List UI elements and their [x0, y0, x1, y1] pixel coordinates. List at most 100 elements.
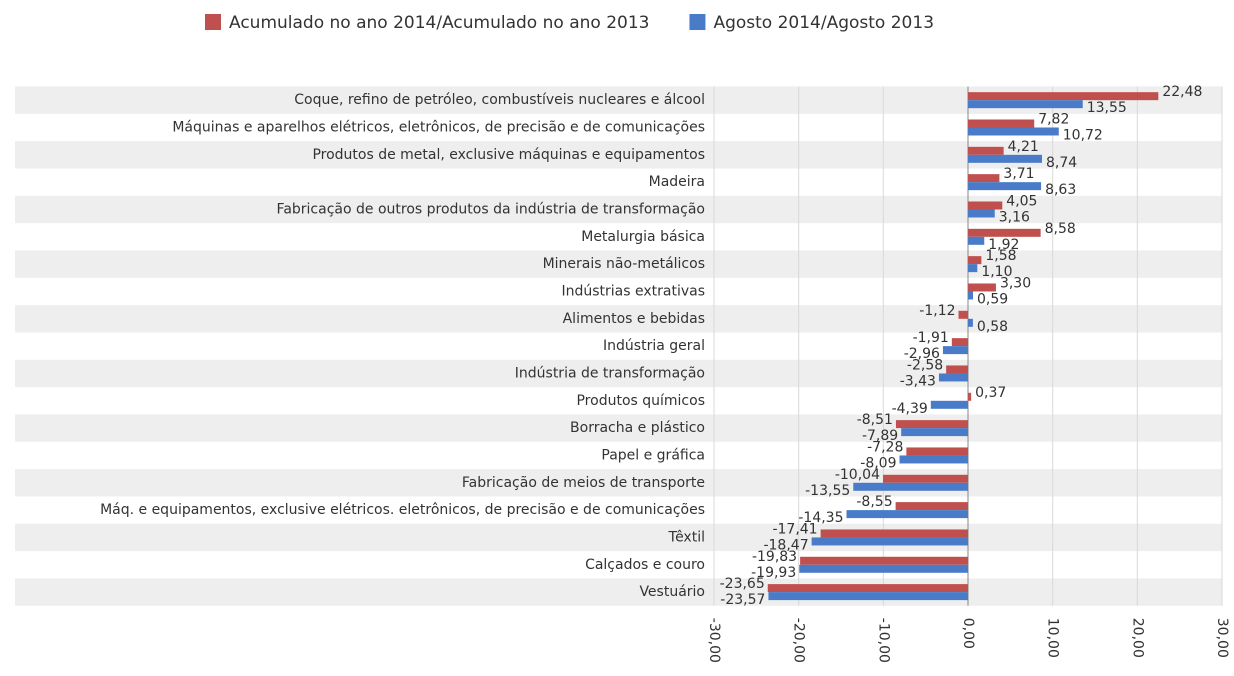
- value-label: 4,05: [1006, 193, 1037, 209]
- bar: [811, 537, 968, 546]
- legend-label: Agosto 2014/Agosto 2013: [713, 13, 934, 33]
- bar: [951, 338, 968, 347]
- row-band: [15, 359, 1222, 388]
- value-label: -1,91: [913, 330, 949, 346]
- row-band: [15, 578, 1222, 606]
- x-tick-label: -30,00: [706, 618, 722, 663]
- value-label: 10,72: [1063, 127, 1103, 143]
- value-label: 3,16: [999, 209, 1030, 225]
- value-label: -19,83: [752, 549, 797, 565]
- category-label: Máq. e equipamentos, exclusive elétricos…: [100, 502, 705, 518]
- bar: [968, 174, 1000, 183]
- category-label: Vestuário: [639, 584, 705, 600]
- value-label: 1,58: [985, 248, 1016, 264]
- value-label: 4,21: [1008, 139, 1039, 155]
- category-label: Indústria de transformação: [515, 365, 705, 381]
- category-label: Indústrias extrativas: [561, 283, 705, 299]
- value-label: -23,65: [720, 576, 765, 592]
- value-label: -8,51: [857, 412, 893, 428]
- bar: [768, 592, 968, 601]
- value-label: -23,57: [720, 592, 765, 608]
- bar: [901, 428, 968, 437]
- bar: [968, 201, 1003, 210]
- value-label: -8,55: [856, 494, 892, 510]
- value-label: 22,48: [1162, 84, 1202, 100]
- value-label: 13,55: [1087, 100, 1127, 116]
- bar: [895, 502, 968, 511]
- row-band: [15, 469, 1222, 497]
- bar: [800, 556, 968, 565]
- bar: [968, 146, 1004, 155]
- category-label: Têxtil: [667, 529, 705, 545]
- bar: [906, 447, 968, 456]
- legend-swatch: [689, 14, 706, 30]
- value-label: -4,39: [892, 401, 928, 417]
- value-label: -13,55: [805, 483, 850, 499]
- value-label: 0,59: [977, 291, 1008, 307]
- value-label: -7,89: [862, 428, 898, 444]
- bar: [968, 100, 1083, 109]
- value-label: -3,43: [900, 373, 936, 389]
- row-band: [15, 523, 1222, 552]
- value-label: 0,37: [975, 385, 1006, 401]
- category-label: Madeira: [649, 174, 705, 190]
- category-label: Metalurgia básica: [581, 229, 705, 245]
- bar: [968, 392, 972, 401]
- bar: [968, 182, 1042, 191]
- category-label: Máquinas e aparelhos elétricos, eletrôni…: [172, 119, 705, 135]
- value-label: 8,63: [1045, 182, 1076, 198]
- x-tick-label: 20,00: [1129, 618, 1145, 658]
- value-label: -14,35: [798, 510, 843, 526]
- bar: [968, 264, 978, 273]
- value-label: -19,93: [751, 565, 796, 581]
- category-label: Borracha e plástico: [570, 420, 705, 436]
- category-label: Fabricação de meios de transporte: [462, 475, 705, 491]
- bar: [938, 373, 968, 382]
- row-band: [15, 414, 1222, 442]
- value-label: -7,28: [867, 439, 903, 455]
- bar: [968, 209, 995, 218]
- bar: [899, 455, 968, 464]
- value-label: -2,58: [907, 357, 943, 373]
- value-label: -8,09: [860, 455, 896, 471]
- value-label: -18,47: [763, 537, 808, 553]
- category-label: Produtos de metal, exclusive máquinas e …: [312, 147, 705, 163]
- value-label: -10,04: [835, 467, 880, 483]
- x-tick-label: 0,00: [960, 618, 976, 649]
- value-label: 1,92: [988, 237, 1019, 253]
- bar: [968, 228, 1041, 237]
- legend-label: Acumulado no ano 2014/Acumulado no ano 2…: [229, 13, 649, 33]
- bar: [968, 119, 1035, 128]
- bar: [853, 482, 968, 491]
- value-label: 7,82: [1038, 111, 1069, 127]
- bar: [968, 291, 973, 300]
- bar: [968, 92, 1159, 101]
- x-tick-label: -20,00: [791, 618, 807, 663]
- legend-swatch: [205, 14, 221, 30]
- bar: [895, 420, 968, 429]
- bar: [968, 318, 973, 327]
- bar: [968, 283, 996, 292]
- category-label: Calçados e couro: [585, 557, 705, 573]
- value-label: -2,96: [904, 346, 940, 362]
- value-label: 1,10: [981, 264, 1012, 280]
- bar: [946, 365, 968, 374]
- bar: [799, 564, 968, 573]
- bar: [930, 400, 968, 409]
- value-label: 8,58: [1045, 221, 1076, 237]
- category-label: Fabricação de outros produtos da indústr…: [277, 201, 705, 217]
- value-label: 0,58: [977, 319, 1008, 335]
- bar: [882, 474, 968, 483]
- value-label: 8,74: [1046, 155, 1077, 171]
- category-label: Produtos químicos: [576, 393, 705, 409]
- bar: [942, 346, 968, 355]
- bar: [767, 584, 968, 593]
- row-band: [15, 195, 1222, 224]
- category-label: Coque, refino de petróleo, combustíveis …: [294, 92, 705, 108]
- row-band: [15, 305, 1222, 333]
- category-label: Indústria geral: [603, 338, 705, 354]
- bar: [968, 236, 985, 245]
- category-label: Papel e gráfica: [601, 447, 705, 463]
- bar: [968, 256, 982, 265]
